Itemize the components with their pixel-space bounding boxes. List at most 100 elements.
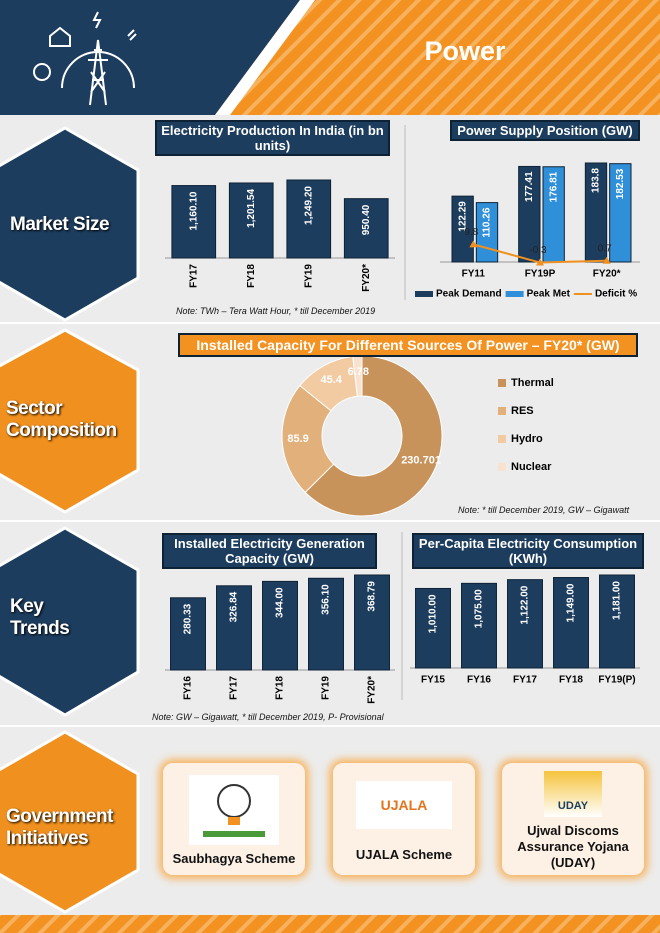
bar xyxy=(461,582,497,669)
section-label: Market Size xyxy=(10,214,110,235)
note: Note: * till December 2019, GW – Gigawat… xyxy=(458,505,630,515)
x-tick-label: FY17 xyxy=(229,676,240,700)
value-label: 1,160.10 xyxy=(188,191,199,230)
value-label: 177.41 xyxy=(524,171,535,202)
hexagon xyxy=(0,730,140,914)
legend-label: Thermal xyxy=(511,377,554,389)
note: Note: TWh – Tera Watt Hour, * till Decem… xyxy=(176,306,376,316)
section-label: Government Initiatives xyxy=(6,806,113,849)
value-label: 9.8 xyxy=(464,227,478,238)
chart-title: Installed Capacity For Different Sources… xyxy=(178,333,638,357)
initiative-name: Saubhagya Scheme xyxy=(172,851,296,866)
value-label: 368.79 xyxy=(367,581,378,612)
bar xyxy=(308,577,344,671)
initiative-card: UJALA UJALA Scheme xyxy=(333,763,475,875)
logo-text: UDAY xyxy=(544,771,602,817)
x-tick-label: FY18 xyxy=(559,675,583,686)
chart-title: Power Supply Position (GW) xyxy=(450,120,640,141)
x-tick-label: FY19 xyxy=(321,676,332,700)
bar xyxy=(170,597,206,671)
x-tick-label: FY20* xyxy=(361,264,372,292)
value-label: 0.7 xyxy=(598,243,612,254)
hexagon xyxy=(0,526,140,717)
value-label: 1,249.20 xyxy=(303,186,314,225)
value-label: 183.8 xyxy=(591,168,602,193)
value-label: 950.40 xyxy=(361,204,372,235)
section-label: Key Trends xyxy=(10,596,70,639)
value-label: 110.26 xyxy=(482,207,493,237)
bar xyxy=(228,182,274,259)
value-label: -0.3 xyxy=(529,245,547,256)
legend-label: Deficit % xyxy=(595,289,637,300)
x-tick-label: FY19 xyxy=(303,264,314,288)
value-label: 45.4 xyxy=(320,374,342,386)
x-tick-label: FY16 xyxy=(183,676,194,700)
initiative-card: Saubhagya Scheme xyxy=(163,763,305,875)
bar xyxy=(415,587,451,669)
value-label: 1,122.00 xyxy=(520,585,531,624)
legend-label: Peak Demand xyxy=(436,289,502,300)
x-tick-label: FY16 xyxy=(467,675,491,686)
marker xyxy=(469,240,478,248)
bar xyxy=(609,163,632,263)
x-tick-label: FY20* xyxy=(367,676,378,704)
x-tick-label: FY19(P) xyxy=(598,675,635,686)
legend-label: Peak Met xyxy=(527,289,571,300)
x-tick-label: FY18 xyxy=(246,264,257,288)
header-divider xyxy=(215,0,315,115)
logo-text: UJALA xyxy=(356,781,452,829)
legend-label: Hydro xyxy=(511,433,543,445)
header-band xyxy=(0,0,300,115)
hexagon xyxy=(0,328,140,514)
chart-title: Installed Electricity Generation Capacit… xyxy=(162,533,377,569)
x-tick-label: FY11 xyxy=(462,269,486,280)
x-tick-label: FY20* xyxy=(593,269,621,280)
value-label: 1,075.00 xyxy=(474,589,485,628)
legend-swatch xyxy=(505,291,524,297)
tower-icon xyxy=(33,11,137,106)
legend-swatch xyxy=(498,463,506,471)
page-title: Power xyxy=(424,36,506,66)
value-label: 326.84 xyxy=(229,591,240,622)
chart-title: Electricity Production In India (in bn u… xyxy=(155,120,390,156)
legend-swatch xyxy=(415,291,433,297)
initiative-card: UDAY Ujwal Discoms Assurance Yojana (UDA… xyxy=(502,763,644,875)
value-label: 182.53 xyxy=(615,168,626,199)
bar xyxy=(216,585,252,671)
value-label: 1,201.54 xyxy=(246,189,257,228)
hexagon xyxy=(0,126,140,322)
donut-slice xyxy=(304,355,443,517)
value-label: 176.81 xyxy=(548,171,559,202)
value-label: 280.33 xyxy=(183,603,194,634)
value-label: 85.9 xyxy=(287,433,308,445)
value-label: 1,149.00 xyxy=(566,583,577,622)
value-label: 230.701 xyxy=(401,455,441,467)
marker xyxy=(602,256,611,264)
footer-stripes xyxy=(0,915,660,933)
bar xyxy=(286,179,332,259)
bar xyxy=(171,185,217,259)
bar xyxy=(518,165,541,263)
legend-swatch xyxy=(498,379,506,387)
bar xyxy=(507,579,543,669)
x-tick-label: FY17 xyxy=(188,264,199,288)
logo xyxy=(189,775,279,845)
initiative-name: UJALA Scheme xyxy=(355,847,453,862)
bar xyxy=(354,574,390,671)
legend-label: RES xyxy=(511,405,534,417)
x-tick-label: FY18 xyxy=(275,676,286,700)
marker xyxy=(536,258,544,266)
bar xyxy=(599,574,635,669)
section-label: Sector Composition xyxy=(6,398,117,441)
value-label: 344.00 xyxy=(275,587,286,618)
bar xyxy=(451,195,474,263)
value-label: 122.29 xyxy=(457,201,468,232)
value-label: 1,010.00 xyxy=(428,594,439,633)
legend-swatch xyxy=(498,435,506,443)
legend-swatch xyxy=(498,407,506,415)
initiative-name: Ujwal Discoms Assurance Yojana (UDAY) xyxy=(517,823,629,870)
value-label: 6.78 xyxy=(348,366,369,378)
note: Note: GW – Gigawatt, * till December 201… xyxy=(152,712,384,722)
